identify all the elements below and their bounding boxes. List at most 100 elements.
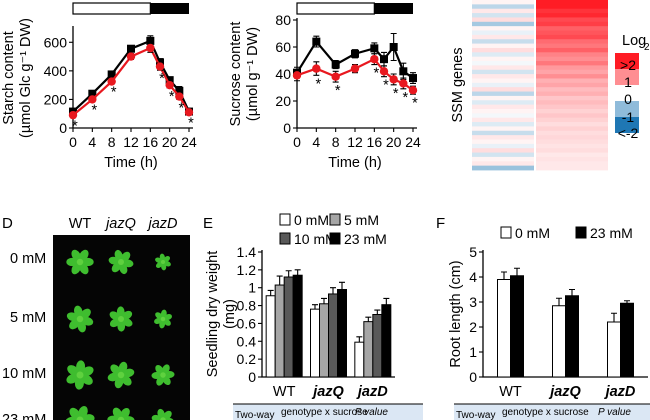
seedling — [108, 249, 134, 275]
heatmap-cell-col2 — [536, 130, 608, 136]
sucrose-significance-asterisk: * — [412, 95, 418, 111]
starch-point-black — [146, 36, 155, 45]
dry-weight-legend-swatch — [279, 232, 291, 245]
dry-weight-y-tick-label: 1.4 — [237, 244, 257, 260]
sucrose-point-black — [351, 49, 359, 58]
seedling-leaf — [119, 263, 128, 275]
sucrose-point-red — [399, 79, 408, 88]
heatmap-cell-col1 — [472, 4, 534, 10]
sucrose-point-black — [409, 74, 417, 83]
seedling-plants — [65, 249, 175, 420]
heatmap-cell-col1 — [472, 39, 534, 44]
photo-row-5mm: 5 mM — [10, 310, 46, 326]
root-length-stats-table-right: P value — [598, 407, 631, 418]
heatmap-cell-col2 — [536, 122, 608, 127]
sucrose-y-axis-label-line2: (µmol g⁻¹ DW) — [245, 27, 261, 121]
heatmap-legend-label: 0 — [624, 91, 632, 107]
sucrose-significance-asterisk: * — [403, 90, 409, 106]
starch-x-tick-label: 4 — [88, 134, 96, 150]
root-length-y-tick-label: 0 — [469, 369, 477, 385]
dry-weight-error-bar — [356, 336, 363, 343]
heatmap-cell-col1 — [472, 139, 534, 145]
heatmap-cell-col2 — [536, 4, 608, 10]
root-length-bar — [565, 295, 579, 378]
root-length-bar — [497, 279, 511, 378]
seedling — [66, 305, 94, 333]
heatmap-cell-col2 — [536, 17, 608, 23]
heatmap-cell-col1 — [472, 152, 534, 158]
sucrose-significance-asterisk: * — [383, 78, 389, 94]
seedling-center — [161, 260, 165, 264]
starch-significance-asterisk: * — [92, 103, 98, 119]
photo-genotype-wt: WT — [69, 216, 92, 232]
dry-weight-y-tick-label: 1.2 — [237, 262, 257, 278]
root-length-bar — [552, 305, 566, 378]
dry-weight-error-bar — [365, 316, 372, 322]
seedling-leaf — [163, 410, 172, 420]
seedling-leaf — [163, 319, 171, 326]
seedling-leaf — [109, 318, 120, 328]
heatmap-cell-col2 — [536, 43, 608, 49]
seedling-leaf — [107, 372, 120, 382]
dry-weight-y-axis-label-line1: Seedling dry weight — [205, 251, 221, 378]
heatmap-legend-title: Log — [622, 33, 646, 49]
seedling-center — [160, 316, 166, 322]
heatmap-cell-col1 — [472, 100, 534, 106]
seedling-leaf — [121, 251, 131, 262]
sucrose-x-tick-label: 24 — [405, 134, 421, 150]
dry-weight-legend-swatch — [279, 213, 291, 226]
sucrose-x-tick-label: 16 — [367, 134, 383, 150]
heatmap-legend-swatch — [615, 117, 639, 133]
heatmap-cell-col1 — [472, 108, 534, 114]
sucrose-x-tick-label: 12 — [347, 134, 363, 150]
dry-weight-bar — [363, 321, 374, 378]
sucrose-y-tick-label: 60 — [275, 39, 291, 55]
seedling-leaf — [122, 416, 135, 420]
root-length-bar — [607, 321, 621, 378]
heatmap-cell-col2 — [536, 108, 608, 114]
heatmap-cell-col2 — [536, 87, 608, 92]
heatmap-cell-col1 — [472, 87, 534, 92]
heatmap-cell-col1 — [472, 47, 534, 53]
dry-weight-error-bar — [285, 270, 292, 277]
photo-row-10mm: 10 mM — [2, 366, 46, 382]
heatmap-legend-swatch — [615, 69, 639, 85]
root-length-legend-swatch — [500, 226, 512, 239]
heatmap-cell-col1 — [472, 34, 534, 40]
seedling-center — [117, 371, 125, 379]
sucrose-y-tick-label: 0 — [283, 120, 291, 136]
seedling — [65, 406, 95, 420]
heatmap-cell-col1 — [472, 95, 534, 101]
heatmap-cell-col2 — [536, 56, 608, 62]
root-length-stats-table-left: Two-way — [456, 410, 495, 420]
seedling-leaf — [80, 308, 91, 319]
sucrose-point-black — [380, 55, 388, 64]
heatmap-legend-swatch — [615, 53, 639, 69]
heatmap-cell-col1 — [472, 161, 534, 167]
dry-weight-stats-table-header — [233, 404, 423, 420]
sucrose-x-tick-label: 4 — [312, 134, 320, 150]
seedling-leaf — [122, 368, 135, 378]
seedling-leaf — [110, 364, 121, 375]
dry-weight-error-bar — [294, 269, 301, 276]
heatmap-cell-col1 — [472, 17, 534, 23]
heatmap-cell-col2 — [536, 165, 608, 171]
heatmap-cell-col1 — [472, 126, 534, 132]
heatmap-cell-col1 — [472, 135, 534, 140]
sucrose-point-red — [408, 86, 418, 95]
heatmap-cell-col1 — [472, 113, 534, 119]
root-length-y-tick-label: 3 — [469, 294, 477, 310]
heatmap-cell-col1 — [472, 82, 534, 88]
sucrose-point-red — [331, 72, 340, 81]
starch-x-tick-label: 16 — [143, 134, 159, 150]
heatmap-cell-col2 — [536, 65, 608, 71]
photo-genotype-jazd: jazD — [146, 216, 177, 232]
sucrose-light-period-bar — [296, 2, 375, 15]
starch-x-tick-label: 24 — [181, 134, 197, 150]
seedling-leaf — [81, 366, 94, 377]
seedling-leaf — [155, 312, 163, 319]
sucrose-x-tick-label: 20 — [386, 134, 402, 150]
starch-y-tick-label: 0 — [59, 120, 67, 136]
sucrose-point-red — [370, 54, 379, 64]
